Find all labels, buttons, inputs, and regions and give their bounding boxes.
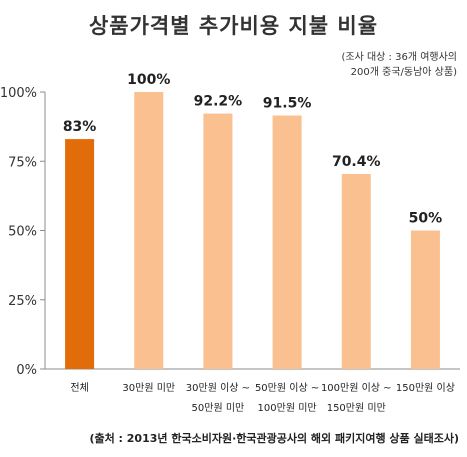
- data-label: 50%: [409, 211, 443, 227]
- data-label: 92.2%: [194, 94, 243, 110]
- category-label: 150만원 이상: [396, 382, 455, 394]
- chart-title: 상품가격별 추가비용 지불 비율: [88, 14, 379, 38]
- bar: [341, 173, 371, 369]
- category-label: 30만원 이상 ~: [186, 382, 250, 394]
- bar: [65, 139, 95, 369]
- data-label: 91.5%: [263, 96, 312, 112]
- y-tick-label: 50%: [8, 225, 37, 240]
- category-label: 50만원 이상 ~: [255, 382, 319, 394]
- category-label: 30만원 미만: [122, 382, 175, 394]
- data-label: 70.4%: [332, 154, 381, 170]
- bar: [272, 115, 302, 369]
- y-tick-label: 75%: [8, 155, 37, 170]
- survey-note-line: (조사 대상 : 36개 여행사의: [341, 52, 457, 63]
- survey-note-line: 200개 중국/동남아 상품): [350, 67, 457, 78]
- category-label: 전체: [70, 382, 88, 394]
- bar: [203, 113, 233, 369]
- category-label: 50만원 미만: [192, 402, 245, 414]
- data-label: 83%: [63, 119, 97, 135]
- category-label: 100만원 미만: [258, 402, 317, 414]
- data-label: 100%: [127, 72, 170, 88]
- source-note: (출처 : 2013년 한국소비자원·한국관광공사의 해외 패키지여행 상품 실…: [89, 432, 459, 445]
- bar: [134, 92, 164, 369]
- category-label: 150만원 미만: [327, 402, 386, 414]
- y-tick-label: 25%: [8, 294, 37, 309]
- bar: [410, 230, 440, 369]
- y-tick-label: 0%: [16, 363, 37, 378]
- y-tick-label: 100%: [0, 86, 37, 101]
- survey-note: (조사 대상 : 36개 여행사의 200개 중국/동남아 상품): [341, 50, 457, 80]
- category-label: 100만원 이상 ~: [321, 382, 392, 394]
